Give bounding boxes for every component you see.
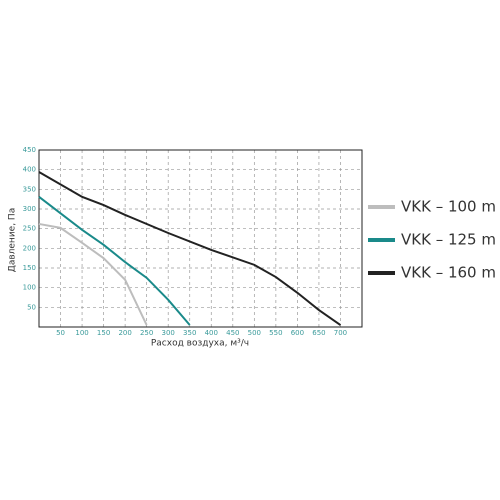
- x-tick-label: 650: [312, 329, 325, 337]
- y-axis-label: Давление, Па: [8, 208, 18, 272]
- y-tick-label: 200: [23, 244, 36, 252]
- legend-label: VKK – 160 m: [401, 264, 496, 282]
- data-line: [38, 171, 342, 326]
- legend-label: VKK – 125 m: [401, 231, 496, 249]
- y-tick-label: 400: [23, 166, 36, 174]
- x-tick-label: 100: [75, 329, 88, 337]
- x-tick-label: 150: [97, 329, 110, 337]
- x-tick-label: 500: [248, 329, 261, 337]
- y-tick-label: 250: [23, 225, 36, 233]
- x-tick-label: 450: [226, 329, 239, 337]
- y-tick-label: 50: [27, 303, 36, 311]
- x-tick-label: 350: [183, 329, 196, 337]
- x-axis-label: Расход воздуха, м³/ч: [151, 339, 249, 349]
- x-tick-label: 50: [56, 329, 65, 337]
- x-tick-label: 700: [334, 329, 347, 337]
- x-tick-label: 200: [118, 329, 131, 337]
- x-tick-label: 250: [140, 329, 153, 337]
- legend-label: VKK – 100 m: [401, 198, 496, 216]
- data-line: [38, 222, 148, 326]
- y-tick-label: 300: [23, 205, 36, 213]
- y-tick-label: 350: [23, 185, 36, 193]
- plot-frame: [38, 149, 363, 328]
- y-tick-label: 450: [23, 146, 36, 154]
- y-tick-label: 100: [23, 284, 36, 292]
- x-tick-label: 600: [291, 329, 304, 337]
- x-tick-label: 400: [205, 329, 218, 337]
- x-tick-label: 550: [269, 329, 282, 337]
- x-tick-label: 300: [162, 329, 175, 337]
- y-tick-label: 150: [23, 264, 36, 272]
- data-line: [38, 196, 191, 326]
